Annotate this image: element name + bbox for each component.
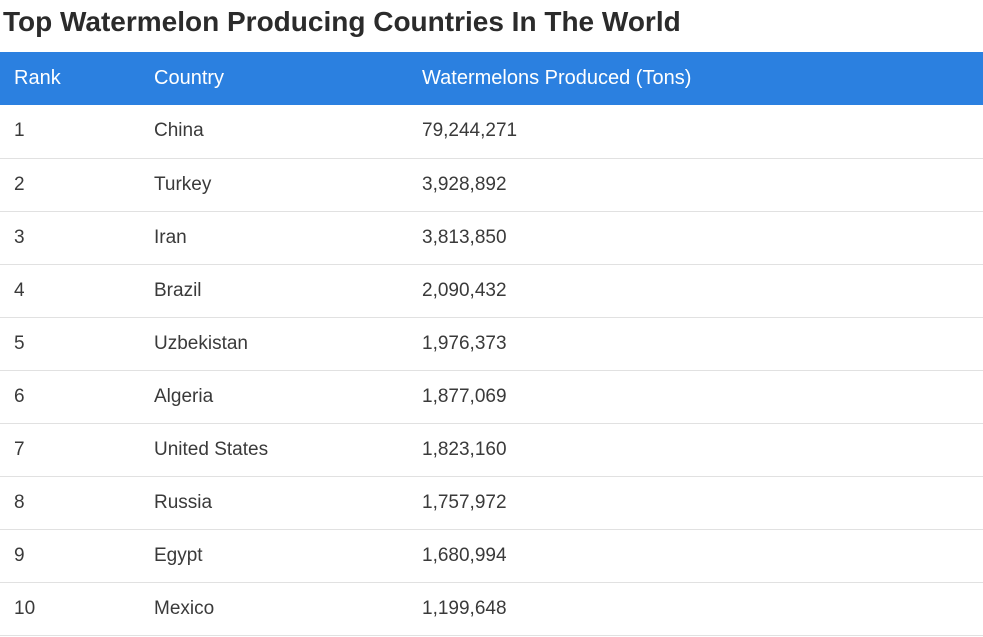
column-header-production: Watermelons Produced (Tons) — [422, 67, 692, 89]
rank-cell: 9 — [14, 544, 25, 566]
country-cell: Brazil — [154, 279, 202, 301]
rank-cell: 1 — [14, 120, 25, 142]
rank-cell: 7 — [14, 438, 25, 460]
table-row: 4 Brazil 2,090,432 — [0, 264, 983, 317]
country-cell: Iran — [154, 226, 187, 248]
table-row: 2 Turkey 3,928,892 — [0, 158, 983, 211]
watermelon-production-table: Rank Country Watermelons Produced (Tons)… — [0, 52, 983, 636]
production-cell: 3,813,850 — [422, 226, 507, 248]
production-cell: 79,244,271 — [422, 120, 518, 142]
production-cell: 1,823,160 — [422, 438, 507, 460]
production-cell: 1,199,648 — [422, 597, 507, 619]
rank-cell: 6 — [14, 385, 25, 407]
table-row: 1 China 79,244,271 — [0, 105, 983, 158]
country-cell: Russia — [154, 491, 213, 513]
country-cell: Egypt — [154, 544, 203, 566]
country-cell: United States — [154, 438, 269, 460]
table-row: 3 Iran 3,813,850 — [0, 211, 983, 264]
table-row: 10 Mexico 1,199,648 — [0, 582, 983, 635]
table-header-row: Rank Country Watermelons Produced (Tons) — [0, 52, 983, 105]
rank-cell: 5 — [14, 332, 25, 354]
rank-cell: 10 — [14, 597, 36, 619]
table-row: 6 Algeria 1,877,069 — [0, 370, 983, 423]
column-header-country: Country — [154, 67, 225, 89]
country-cell: China — [154, 120, 204, 142]
country-cell: Turkey — [154, 173, 212, 195]
production-cell: 1,680,994 — [422, 544, 507, 566]
country-cell: Uzbekistan — [154, 332, 248, 354]
table-title: Top Watermelon Producing Countries In Th… — [3, 6, 681, 37]
table-row: 8 Russia 1,757,972 — [0, 476, 983, 529]
rank-cell: 2 — [14, 173, 25, 195]
column-header-rank: Rank — [14, 67, 61, 89]
production-cell: 2,090,432 — [422, 279, 507, 301]
table-row: 9 Egypt 1,680,994 — [0, 529, 983, 582]
country-cell: Mexico — [154, 597, 215, 619]
table-row: 5 Uzbekistan 1,976,373 — [0, 317, 983, 370]
table-row: 7 United States 1,823,160 — [0, 423, 983, 476]
production-cell: 1,757,972 — [422, 491, 507, 513]
rank-cell: 3 — [14, 226, 25, 248]
production-cell: 3,928,892 — [422, 173, 507, 195]
rank-cell: 4 — [14, 279, 25, 301]
production-cell: 1,877,069 — [422, 385, 507, 407]
rank-cell: 8 — [14, 491, 25, 513]
country-cell: Algeria — [154, 385, 214, 407]
production-cell: 1,976,373 — [422, 332, 507, 354]
